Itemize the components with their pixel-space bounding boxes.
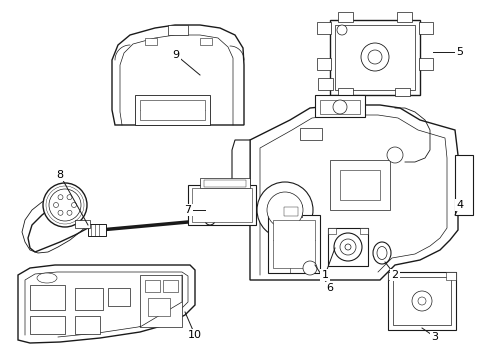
Bar	[338, 12, 353, 22]
Bar	[268, 215, 320, 273]
Bar	[315, 95, 365, 117]
Bar	[145, 38, 157, 45]
Bar	[318, 78, 333, 90]
Bar	[388, 272, 398, 280]
Circle shape	[334, 233, 362, 261]
Bar	[75, 220, 90, 228]
Bar	[188, 185, 256, 225]
Bar	[140, 100, 205, 120]
Ellipse shape	[373, 242, 391, 264]
Bar	[148, 298, 170, 316]
Bar	[419, 58, 433, 70]
Circle shape	[58, 195, 63, 200]
Text: 6: 6	[326, 283, 334, 293]
Bar	[75, 316, 100, 334]
Bar	[317, 58, 331, 70]
Bar	[75, 288, 103, 310]
Bar	[192, 188, 252, 222]
Polygon shape	[232, 140, 250, 210]
Polygon shape	[18, 265, 195, 343]
Bar	[300, 128, 322, 140]
Circle shape	[72, 202, 76, 207]
Bar	[360, 228, 368, 234]
Circle shape	[418, 297, 426, 305]
Circle shape	[337, 25, 347, 35]
Text: 9: 9	[172, 50, 179, 60]
Ellipse shape	[377, 247, 387, 260]
Polygon shape	[112, 25, 244, 125]
Circle shape	[257, 182, 313, 238]
Bar	[419, 22, 433, 34]
Text: 10: 10	[188, 330, 202, 340]
Bar	[338, 88, 353, 96]
Bar	[317, 22, 331, 34]
Bar	[393, 277, 451, 325]
Bar	[330, 160, 390, 210]
Circle shape	[368, 50, 382, 64]
Text: 5: 5	[457, 47, 464, 57]
Bar	[30, 316, 65, 334]
Bar	[30, 285, 65, 310]
Bar	[284, 207, 298, 216]
Circle shape	[49, 189, 81, 221]
Bar	[273, 220, 315, 268]
Circle shape	[387, 147, 403, 163]
Text: 3: 3	[432, 332, 439, 342]
Bar	[200, 38, 212, 45]
Circle shape	[267, 192, 303, 228]
Circle shape	[43, 183, 87, 227]
Bar	[446, 272, 456, 280]
Bar	[328, 228, 368, 266]
Bar	[328, 228, 336, 234]
Circle shape	[303, 261, 317, 275]
Bar	[135, 95, 210, 125]
Bar	[388, 272, 456, 330]
Bar	[204, 180, 246, 187]
Text: 4: 4	[457, 200, 464, 210]
Text: 8: 8	[56, 170, 64, 180]
Circle shape	[67, 210, 72, 215]
Circle shape	[205, 215, 215, 225]
Circle shape	[345, 244, 351, 250]
Bar	[340, 170, 380, 200]
Bar	[397, 12, 412, 22]
Circle shape	[333, 100, 347, 114]
Bar	[200, 178, 250, 188]
Circle shape	[361, 43, 389, 71]
Circle shape	[412, 291, 432, 311]
Bar	[320, 100, 360, 114]
Circle shape	[340, 239, 356, 255]
Bar	[168, 25, 188, 35]
Bar	[145, 280, 160, 292]
Text: 7: 7	[184, 205, 192, 215]
Text: 1: 1	[321, 270, 328, 280]
Bar	[88, 224, 106, 236]
Bar	[280, 205, 302, 217]
Bar	[108, 288, 130, 306]
Bar	[455, 155, 473, 215]
Ellipse shape	[37, 273, 57, 283]
Circle shape	[53, 202, 58, 207]
Circle shape	[58, 210, 63, 215]
Polygon shape	[250, 105, 458, 280]
Bar	[163, 280, 178, 292]
Text: 2: 2	[392, 270, 398, 280]
Bar	[140, 275, 182, 327]
Circle shape	[67, 195, 72, 200]
Bar	[335, 25, 415, 90]
Bar	[330, 20, 420, 95]
Bar	[395, 88, 410, 96]
